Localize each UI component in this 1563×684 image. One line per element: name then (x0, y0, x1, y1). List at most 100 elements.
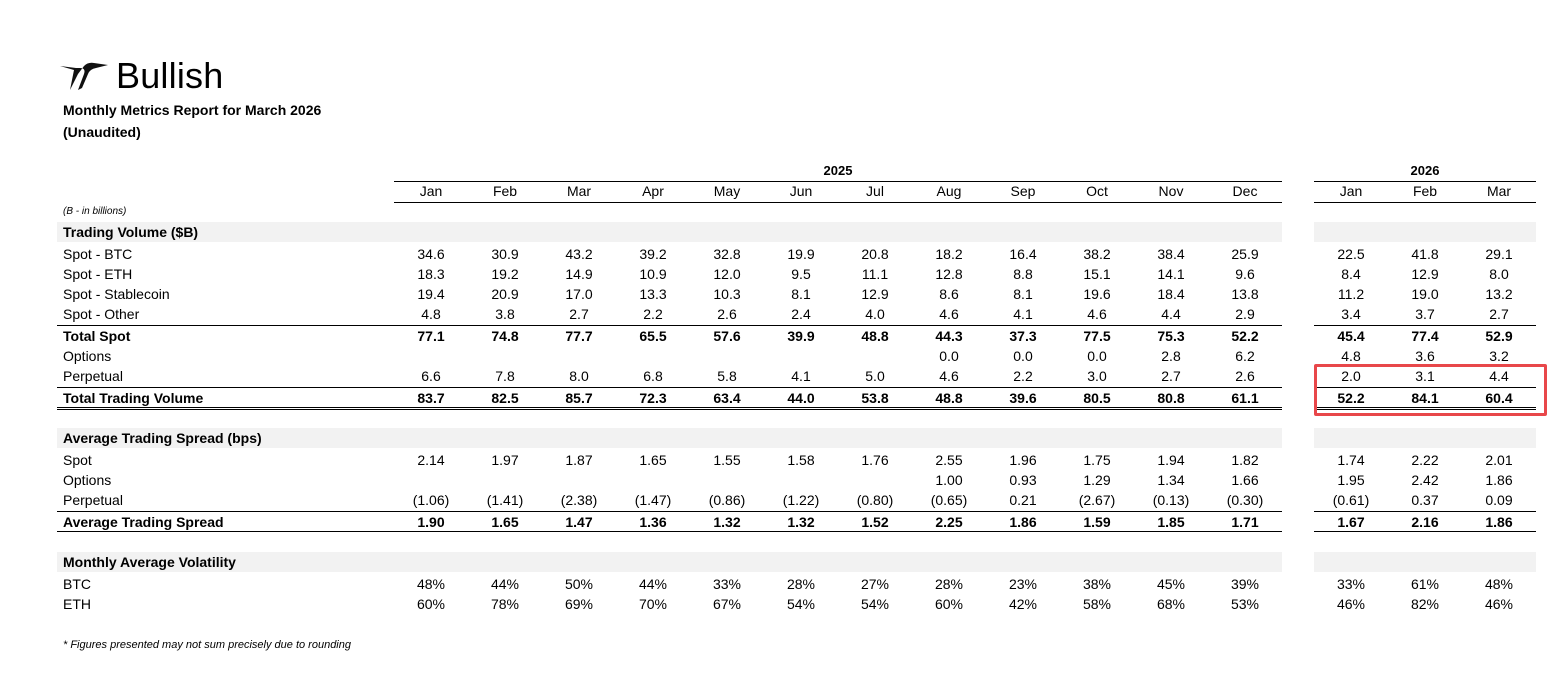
cell-2025-jan: 34.6 (417, 246, 445, 262)
month-header-2026-mar: Mar (1486, 183, 1512, 199)
cell-2025-mar: 14.9 (565, 266, 593, 282)
cell-2025-mar: (2.38) (560, 492, 598, 508)
cell-2025-mar: 77.7 (565, 328, 593, 344)
cell-2025-feb: 74.8 (491, 328, 519, 344)
cell-2025-oct: 15.1 (1083, 266, 1111, 282)
cell-2025-jun: 2.4 (791, 306, 811, 322)
cell-2025-jan: 48% (416, 576, 446, 592)
highlight-box (1314, 364, 1547, 416)
table-rule (57, 409, 1282, 410)
cell-2026-feb: 61% (1410, 576, 1440, 592)
cell-2025-dec: 53% (1230, 596, 1260, 612)
month-rule-2026 (1314, 202, 1536, 203)
cell-2025-mar: 17.0 (565, 286, 593, 302)
table-row-vol-btc: BTC 48% 44% 50% 44% 33% 28% 27% 28% 23% 38% 45% 39% 3… (0, 574, 1563, 594)
cell-2025-feb: 30.9 (491, 246, 519, 262)
bullish-logo: Bullish (58, 56, 223, 96)
cell-2025-may: 2.6 (717, 306, 737, 322)
cell-2025-feb: 1.97 (491, 452, 519, 468)
cell-2025-jul: 4.0 (865, 306, 885, 322)
cell-2025-nov: 14.1 (1157, 266, 1185, 282)
month-header-2026-feb: Feb (1412, 183, 1438, 199)
cell-2025-nov: 1.94 (1157, 452, 1185, 468)
cell-2025-dec: 1.66 (1231, 472, 1259, 488)
cell-2025-sep: 8.1 (1013, 286, 1033, 302)
cell-2025-feb: 20.9 (491, 286, 519, 302)
table-row-spread-avg: Average Trading Spread 1.90 1.65 1.47 1.36 1.… (0, 512, 1563, 532)
table-rule-2026 (1314, 531, 1536, 532)
cell-2025-apr: 6.8 (643, 368, 663, 384)
table-rule-2026 (1314, 511, 1536, 512)
section-band (57, 552, 1282, 572)
cell-2025-jun: 1.32 (787, 514, 815, 530)
cell-2026-feb: 84.1 (1411, 390, 1439, 406)
cell-2025-aug: 60% (934, 596, 964, 612)
row-label: Perpetual (63, 492, 123, 508)
cell-2025-jan: 18.3 (417, 266, 445, 282)
row-label: Average Trading Spread (63, 514, 224, 530)
cell-2025-nov: 2.8 (1161, 348, 1181, 364)
cell-2025-oct: 4.6 (1087, 306, 1107, 322)
month-header-2025-may: May (713, 183, 741, 199)
table-rule-2026 (1314, 325, 1536, 326)
cell-2025-sep: 2.2 (1013, 368, 1033, 384)
section-header: Average Trading Spread (bps) (0, 428, 1563, 448)
cell-2025-jul: 53.8 (861, 390, 889, 406)
month-header-2025-oct: Oct (1086, 183, 1108, 199)
bullish-horns-icon (60, 62, 108, 90)
cell-2026-jan: 1.95 (1337, 472, 1365, 488)
row-label: Spot - ETH (63, 266, 133, 282)
cell-2026-mar: 29.1 (1485, 246, 1513, 262)
cell-2026-feb: 19.0 (1411, 286, 1439, 302)
cell-2025-dec: 25.9 (1231, 246, 1259, 262)
section-band-2026 (1314, 552, 1536, 572)
cell-2025-oct: 38.2 (1083, 246, 1111, 262)
cell-2025-nov: 1.85 (1157, 514, 1185, 530)
cell-2025-sep: 8.8 (1013, 266, 1033, 282)
cell-2026-mar: 1.86 (1485, 514, 1513, 530)
table-rule-2026 (1314, 407, 1536, 408)
cell-2026-jan: 22.5 (1337, 246, 1365, 262)
cell-2025-may: 57.6 (713, 328, 741, 344)
cell-2025-jan: 83.7 (417, 390, 445, 406)
cell-2025-apr: 44% (638, 576, 668, 592)
cell-2025-jan: 60% (416, 596, 446, 612)
cell-2025-apr: 10.9 (639, 266, 667, 282)
report-title: Monthly Metrics Report for March 2026 (63, 102, 322, 118)
row-label: ETH (63, 596, 91, 612)
cell-2025-dec: 9.6 (1235, 266, 1255, 282)
cell-2025-may: 32.8 (713, 246, 741, 262)
row-label: Options (63, 348, 112, 364)
units-note: (B - in billions) (63, 206, 127, 217)
cell-2025-sep: 0.21 (1009, 492, 1037, 508)
cell-2025-jun: 19.9 (787, 246, 815, 262)
logo-wordmark: Bullish (116, 55, 224, 96)
cell-2025-mar: 85.7 (565, 390, 593, 406)
cell-2025-aug: 4.6 (939, 306, 959, 322)
cell-2025-oct: 1.59 (1083, 514, 1111, 530)
cell-2025-feb: 1.65 (491, 514, 519, 530)
section-band-2026 (1314, 222, 1536, 242)
cell-2025-jun: 9.5 (791, 266, 811, 282)
month-header-2025-feb: Feb (492, 183, 518, 199)
cell-2025-nov: 75.3 (1157, 328, 1185, 344)
cell-2026-jan: 46% (1336, 596, 1366, 612)
cell-2025-nov: 4.4 (1161, 306, 1181, 322)
cell-2026-mar: 46% (1484, 596, 1514, 612)
cell-2025-aug: (0.65) (930, 492, 968, 508)
cell-2025-aug: 2.55 (935, 452, 963, 468)
cell-2025-jul: 12.9 (861, 286, 889, 302)
cell-2025-dec: 1.71 (1231, 514, 1259, 530)
cell-2025-jun: 44.0 (787, 390, 815, 406)
cell-2025-jan: 77.1 (417, 328, 445, 344)
cell-2026-feb: 77.4 (1411, 328, 1439, 344)
cell-2025-apr: 65.5 (639, 328, 667, 344)
cell-2025-jul: 54% (860, 596, 890, 612)
cell-2025-aug: 44.3 (935, 328, 963, 344)
cell-2025-jan: 19.4 (417, 286, 445, 302)
cell-2025-oct: 77.5 (1083, 328, 1111, 344)
cell-2026-jan: 3.4 (1341, 306, 1361, 322)
cell-2025-nov: 1.34 (1157, 472, 1185, 488)
month-header-2025-sep: Sep (1010, 183, 1036, 199)
cell-2025-sep: 23% (1008, 576, 1038, 592)
